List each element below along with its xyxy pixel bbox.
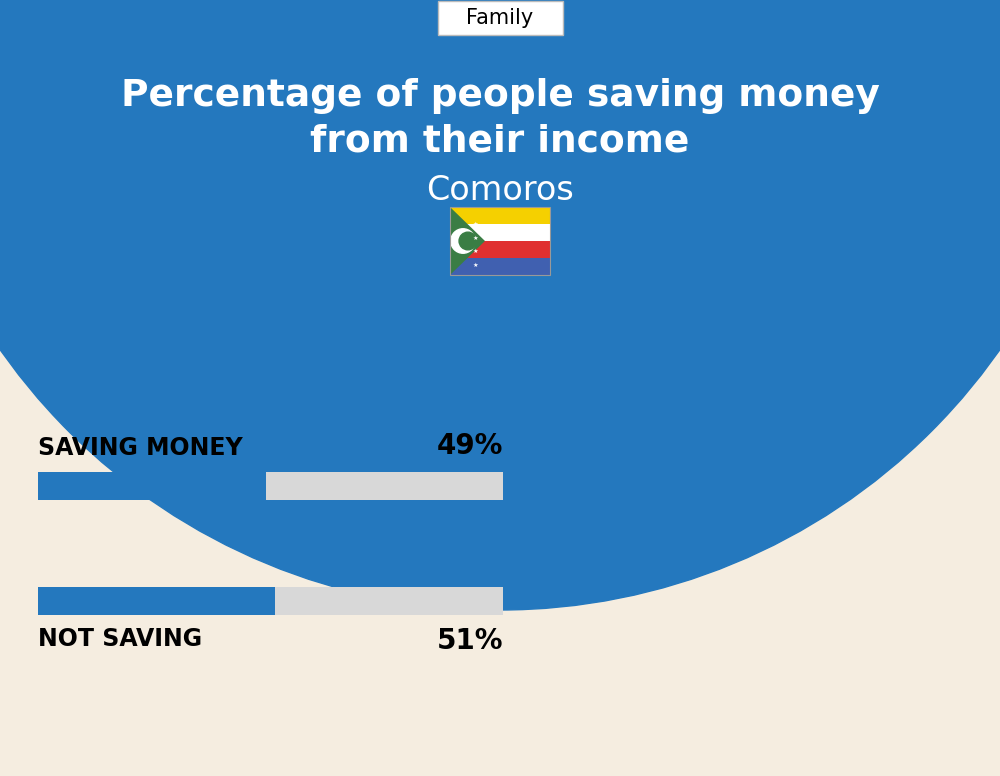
- Text: SAVING MONEY: SAVING MONEY: [38, 436, 243, 460]
- Bar: [450, 207, 550, 224]
- Bar: [38, 472, 266, 500]
- Polygon shape: [450, 207, 485, 275]
- Text: Percentage of people saving money: Percentage of people saving money: [121, 78, 879, 114]
- Bar: [38, 472, 503, 500]
- Text: 49%: 49%: [437, 432, 503, 460]
- Bar: [450, 258, 550, 275]
- Text: ★: ★: [472, 222, 478, 227]
- Text: ★: ★: [472, 263, 478, 268]
- Text: NOT SAVING: NOT SAVING: [38, 627, 202, 651]
- Circle shape: [451, 229, 475, 253]
- Circle shape: [459, 232, 477, 250]
- Bar: [38, 587, 275, 615]
- Text: Family: Family: [466, 8, 534, 28]
- Text: ★: ★: [472, 249, 478, 255]
- Circle shape: [0, 0, 1000, 610]
- Bar: [450, 224, 550, 241]
- Text: from their income: from their income: [310, 123, 690, 159]
- Bar: [450, 207, 550, 275]
- Text: Comoros: Comoros: [426, 175, 574, 207]
- Text: 51%: 51%: [436, 627, 503, 655]
- Bar: [38, 587, 503, 615]
- Bar: [450, 241, 550, 258]
- FancyBboxPatch shape: [438, 1, 562, 35]
- Text: ★: ★: [472, 236, 478, 241]
